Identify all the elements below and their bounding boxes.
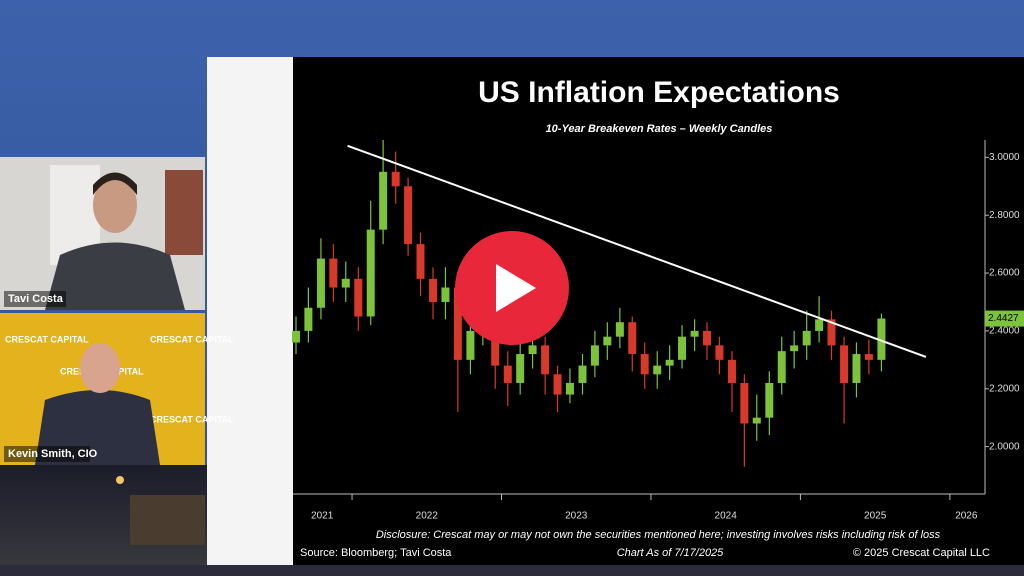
candle-body	[665, 359, 674, 366]
face	[93, 177, 137, 233]
y-tick-label: 2.4000	[989, 326, 1020, 337]
candle-body	[815, 319, 824, 331]
candle-body	[366, 229, 375, 317]
candle-body	[864, 354, 873, 360]
candle-body	[678, 336, 687, 360]
candle-body	[404, 186, 413, 245]
candle-body	[653, 365, 662, 375]
wall-art	[165, 170, 203, 255]
logo-text: CRESCAT CAPITAL	[5, 334, 89, 344]
candle-body	[827, 319, 836, 346]
x-tick-label: 2025	[864, 511, 887, 522]
logo-text: CRESCAT CAPITAL	[150, 414, 234, 424]
candle-body	[703, 330, 712, 346]
candle-body	[727, 359, 736, 383]
last-value-label: 2.4427	[988, 313, 1019, 324]
candle-body	[690, 330, 699, 337]
x-tick-label: 2026	[955, 511, 978, 522]
play-button[interactable]	[455, 231, 569, 345]
hair	[93, 172, 137, 195]
candle-body	[852, 354, 861, 383]
candle-body	[516, 354, 525, 383]
candle-body	[441, 287, 450, 302]
as-of: Chart As of 7/17/2025	[617, 547, 724, 559]
candle-body	[528, 345, 537, 355]
candle-body	[790, 345, 799, 352]
candle-body	[840, 345, 849, 383]
y-tick-label: 2.8000	[989, 210, 1020, 221]
candle-body	[603, 336, 612, 346]
x-tick-label: 2023	[565, 511, 588, 522]
webcam-name: Kevin Smith, CIO	[8, 448, 98, 460]
candle-body	[740, 382, 749, 424]
chart-title: US Inflation Expectations	[478, 76, 840, 109]
trendline	[347, 144, 927, 358]
x-tick-label: 2022	[416, 511, 439, 522]
candle-body	[628, 322, 637, 355]
person	[45, 242, 185, 310]
chart-subtitle: 10-Year Breakeven Rates – Weekly Candles	[546, 123, 773, 135]
candle-body	[354, 278, 363, 317]
light	[116, 476, 124, 484]
house	[130, 495, 205, 545]
y-tick-label: 2.0000	[989, 441, 1020, 452]
candle-body	[877, 318, 886, 360]
candle-body	[466, 330, 475, 360]
last-value-box	[985, 310, 1024, 327]
candle-body	[503, 365, 512, 383]
copyright: © 2025 Crescat Capital LLC	[853, 547, 990, 559]
name-tag	[4, 446, 90, 462]
candle-body	[316, 258, 325, 308]
slide	[293, 57, 1024, 567]
name-tag	[4, 291, 66, 307]
bottom-strip	[0, 565, 1024, 576]
candle-body	[640, 354, 649, 375]
play-icon[interactable]	[496, 264, 536, 312]
candle-body	[765, 382, 774, 418]
x-tick-label: 2024	[715, 511, 738, 522]
y-tick-label: 3.0000	[989, 152, 1020, 163]
candle-body	[304, 307, 313, 331]
candle-body	[777, 351, 786, 383]
webcam-name: Tavi Costa	[8, 293, 64, 305]
candle-body	[329, 258, 338, 288]
candle-body	[590, 345, 599, 366]
candle-body	[541, 345, 550, 375]
candle-body	[802, 330, 811, 346]
slide-margin	[207, 57, 293, 567]
candle-body	[453, 287, 462, 360]
candle-body	[379, 171, 388, 230]
candle-body	[752, 417, 761, 424]
candle-body	[553, 374, 562, 395]
candle-body	[341, 278, 350, 288]
candle-body	[715, 345, 724, 360]
candle-body	[391, 171, 400, 187]
x-tick-label: 2021	[311, 511, 334, 522]
candle-body	[615, 322, 624, 337]
y-tick-label: 2.6000	[989, 268, 1020, 279]
face	[80, 343, 120, 393]
logo-text: CRESCAT CAPITAL	[150, 334, 234, 344]
candle-body	[565, 382, 574, 395]
candle-body	[291, 330, 300, 343]
source: Source: Bloomberg; Tavi Costa	[300, 547, 452, 559]
candle-body	[416, 244, 425, 279]
y-tick-label: 2.2000	[989, 383, 1020, 394]
disclosure: Disclosure: Crescat may or may not own t…	[376, 529, 941, 541]
candle-body	[429, 278, 438, 302]
candle-body	[578, 365, 587, 383]
